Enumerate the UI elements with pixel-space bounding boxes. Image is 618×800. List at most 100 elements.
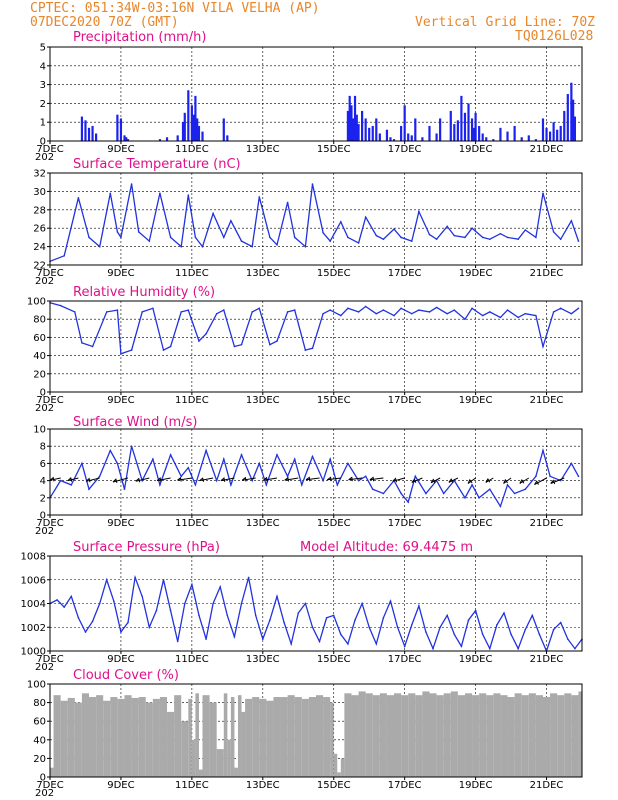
- cloud-cover-bar: [457, 695, 465, 777]
- wind-arrow: [50, 477, 61, 481]
- data-point: [134, 576, 136, 579]
- precip-bar: [158, 139, 162, 141]
- data-point: [418, 605, 420, 607]
- data-point: [357, 479, 360, 482]
- cloud-cover-bar: [266, 700, 274, 777]
- x-tick-label: 17DEC: [388, 518, 422, 529]
- data-point: [91, 620, 94, 623]
- data-point: [98, 475, 101, 478]
- cloud-cover-bar: [227, 739, 231, 777]
- x-tick-label: 9DEC: [107, 144, 134, 155]
- data-point: [219, 586, 222, 588]
- data-point: [286, 311, 289, 313]
- cloud-cover-bar: [436, 695, 444, 777]
- precip-bar: [385, 129, 389, 141]
- x-tick-label: 15DEC: [317, 395, 351, 406]
- y-tick-label: 40: [33, 735, 46, 746]
- precip-bar: [371, 125, 374, 141]
- wind-arrow-head: [49, 476, 55, 482]
- data-point: [59, 479, 62, 482]
- wind-arrow: [67, 477, 79, 482]
- header-model-id: TQ0126L028: [515, 29, 593, 44]
- cloud-cover-bar: [131, 697, 139, 777]
- data-point: [63, 606, 65, 608]
- wind-arrow: [284, 477, 299, 481]
- data-point: [570, 312, 573, 315]
- y-tick-label: 0: [40, 137, 46, 148]
- data-point: [446, 614, 449, 617]
- data-point: [74, 311, 76, 313]
- data-point: [499, 316, 502, 319]
- data-point: [467, 619, 470, 621]
- precip-bar: [125, 137, 128, 141]
- data-point: [258, 196, 261, 198]
- precip-bar: [534, 139, 537, 141]
- cloud-cover-bar: [401, 695, 409, 777]
- data-point: [276, 243, 278, 246]
- precip-bar: [552, 122, 555, 141]
- x-tick-label: 21DEC: [530, 144, 564, 155]
- panel-title: Surface Pressure (hPa): [73, 540, 220, 555]
- precip-bar: [95, 133, 98, 141]
- data-point: [400, 492, 402, 495]
- x-tick-label: 7DEC: [36, 268, 63, 279]
- y-tick-label: 24: [33, 242, 46, 253]
- series-line: [49, 574, 583, 653]
- cloud-cover-bar: [117, 698, 125, 777]
- data-point: [212, 212, 214, 215]
- data-point: [187, 194, 190, 196]
- wind-arrow: [519, 477, 530, 484]
- x-tick-label: 19DEC: [459, 395, 493, 406]
- data-point: [471, 227, 473, 229]
- precip-bar: [485, 137, 488, 141]
- data-point: [311, 183, 314, 185]
- data-point: [247, 576, 250, 579]
- precip-bar: [352, 118, 355, 141]
- precip-bar: [119, 118, 123, 141]
- wind-arrow: [550, 477, 565, 484]
- precip-bar: [357, 124, 360, 141]
- cloud-cover-bar: [464, 693, 473, 777]
- x-tick-label: 19DEC: [459, 268, 493, 279]
- data-point: [471, 307, 473, 310]
- data-point: [524, 628, 527, 631]
- panel-2: 22 24 26 28 30 32 7DEC 9DEC 11DEC 13DEC 15DEC 17DEC…: [33, 157, 583, 287]
- cloud-cover-bar: [74, 702, 82, 777]
- cloud-cover-bar: [514, 693, 522, 777]
- data-point: [63, 255, 65, 257]
- cloud-cover-bar: [372, 695, 380, 777]
- y-tick-label: 3: [40, 80, 46, 91]
- data-point: [524, 488, 527, 491]
- x-tick-label: 13DEC: [246, 518, 280, 529]
- data-point: [293, 236, 296, 239]
- y-tick-label: 10: [33, 425, 46, 436]
- cloud-cover-bar: [450, 691, 458, 777]
- data-point: [105, 311, 108, 313]
- wind-arrow-head: [67, 476, 73, 482]
- data-point: [152, 307, 154, 310]
- wind-arrow: [503, 477, 512, 484]
- precip-bar: [190, 105, 193, 141]
- data-point: [375, 643, 378, 645]
- precip-bar: [87, 127, 91, 141]
- y-tick-label: 4: [40, 476, 46, 487]
- cloud-cover-bar: [415, 695, 423, 777]
- data-point: [137, 231, 140, 233]
- x-tick-label: 17DEC: [388, 654, 422, 665]
- y-tick-label: 26: [33, 224, 46, 235]
- data-point: [439, 626, 441, 629]
- cloud-cover-bar: [507, 697, 515, 777]
- panel-frame: [49, 300, 583, 393]
- x-tick-label: 7DEC: [36, 395, 63, 406]
- data-point: [368, 626, 371, 629]
- data-point: [577, 475, 580, 478]
- data-point: [559, 479, 562, 482]
- y-tick-label: 1000: [21, 647, 46, 658]
- data-point: [88, 488, 90, 491]
- x-tick-label: 13DEC: [246, 395, 280, 406]
- cloud-cover-bar: [53, 695, 61, 777]
- data-point: [194, 236, 197, 239]
- cloud-cover-bar: [103, 700, 111, 777]
